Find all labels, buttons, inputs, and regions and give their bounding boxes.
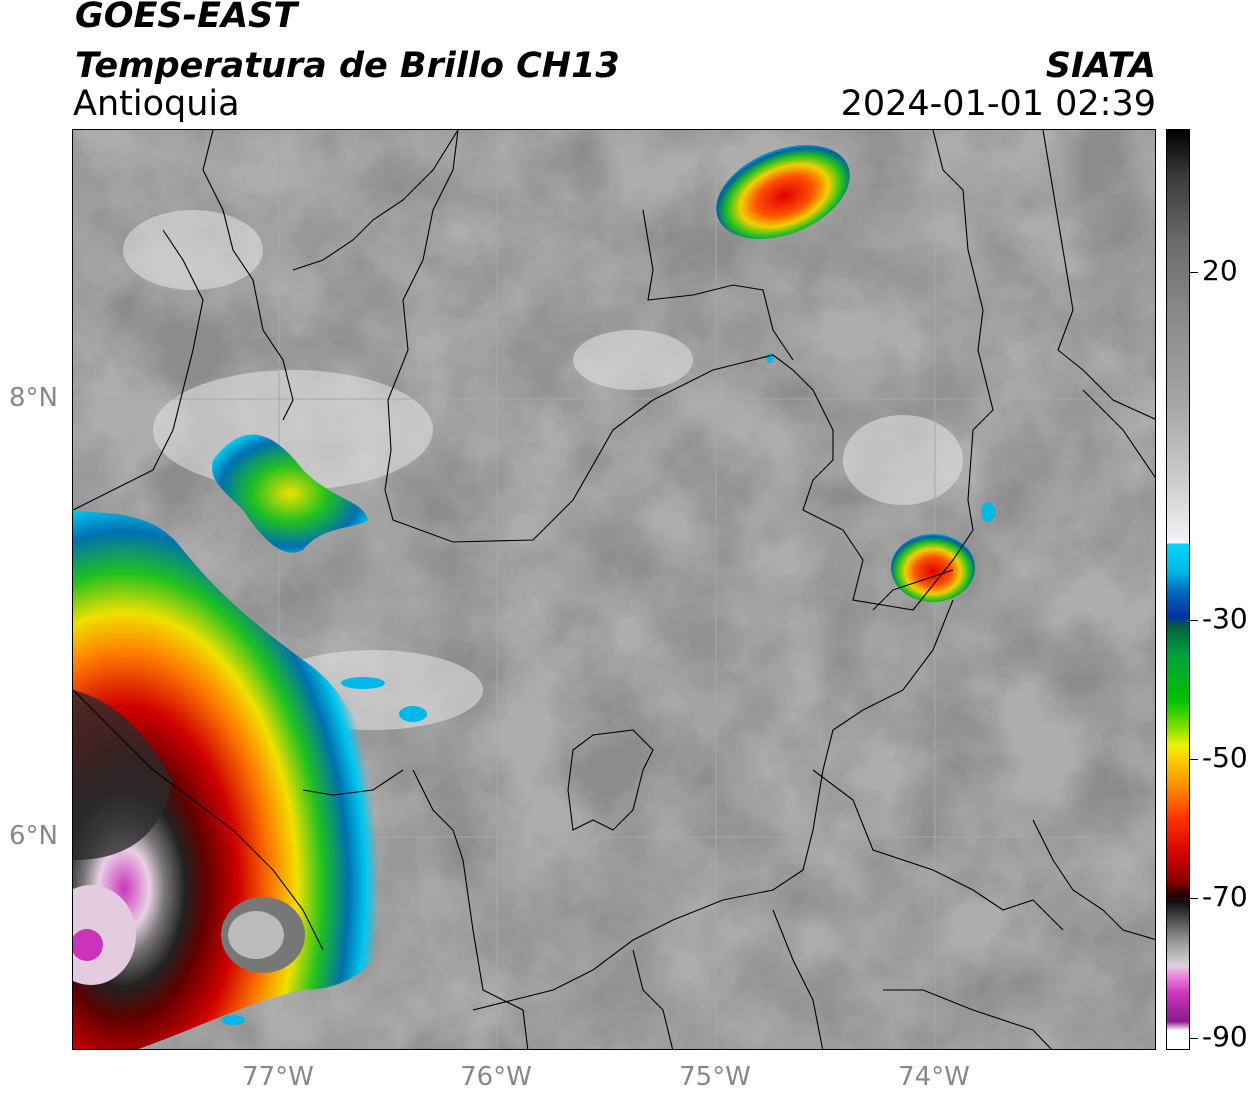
colorbar	[1166, 129, 1190, 1050]
admin-borders	[73, 130, 1155, 1049]
colorbar-tick-m70	[1190, 898, 1198, 899]
lat-label-6n: 6°N	[9, 821, 58, 851]
colorbar-tick-m30	[1190, 620, 1198, 621]
storm-core-light	[228, 911, 284, 959]
storm-cell-north	[716, 145, 850, 239]
storm-core-dark	[73, 690, 173, 860]
title-product: Temperatura de Brillo CH13	[75, 46, 620, 86]
lon-label-77w: 77°W	[242, 1062, 314, 1092]
lat-label-8n: 8°N	[9, 383, 58, 413]
colorbar-tick-20	[1190, 272, 1198, 273]
satellite-map	[72, 129, 1156, 1050]
colorbar-label-20: 20	[1202, 254, 1238, 287]
colorbar-label-m30: -30	[1202, 602, 1248, 635]
lon-label-74w: 74°W	[898, 1062, 970, 1092]
storm-band-northwest	[212, 434, 368, 553]
brand-label: SIATA	[1045, 46, 1156, 86]
colorbar-tick-m50	[1190, 759, 1198, 760]
colorbar-label-m90: -90	[1202, 1020, 1248, 1053]
map-canvas	[73, 130, 1155, 1049]
title-satellite: GOES-EAST	[75, 0, 298, 36]
lon-label-76w: 76°W	[460, 1062, 532, 1092]
storm-cell-east	[891, 534, 975, 602]
colorbar-label-m70: -70	[1202, 880, 1248, 913]
storm-west	[73, 510, 413, 1049]
colorbar-label-m50: -50	[1202, 741, 1248, 774]
colorbar-tick-m90	[1190, 1038, 1198, 1039]
storm-core-magenta	[73, 929, 103, 961]
timestamp-label: 2024-01-01 02:39	[840, 84, 1156, 124]
lon-label-75w: 75°W	[679, 1062, 751, 1092]
region-label: Antioquia	[73, 84, 240, 124]
storm-patches	[221, 353, 995, 1025]
